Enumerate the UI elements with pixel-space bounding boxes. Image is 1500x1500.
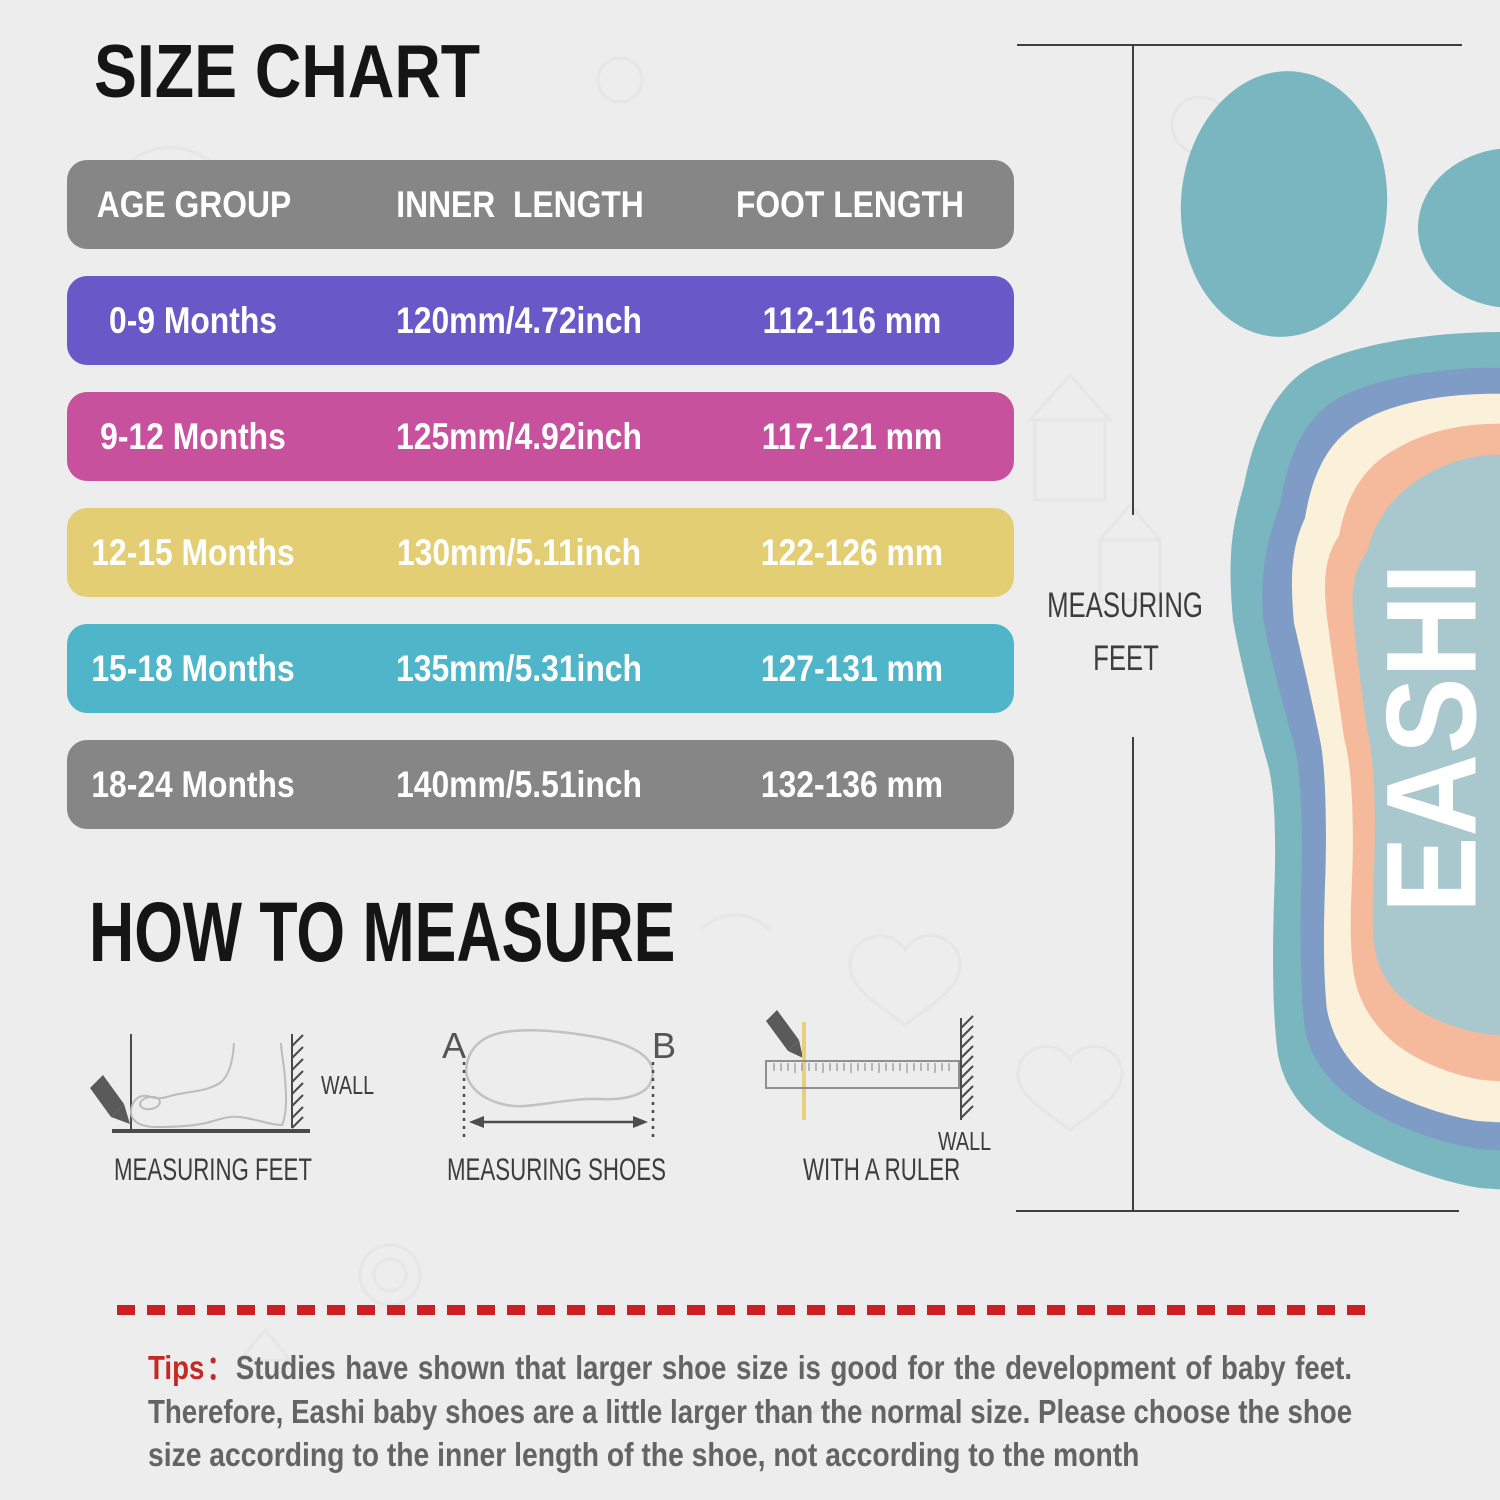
svg-text:EASHI: EASHI (1361, 563, 1500, 913)
